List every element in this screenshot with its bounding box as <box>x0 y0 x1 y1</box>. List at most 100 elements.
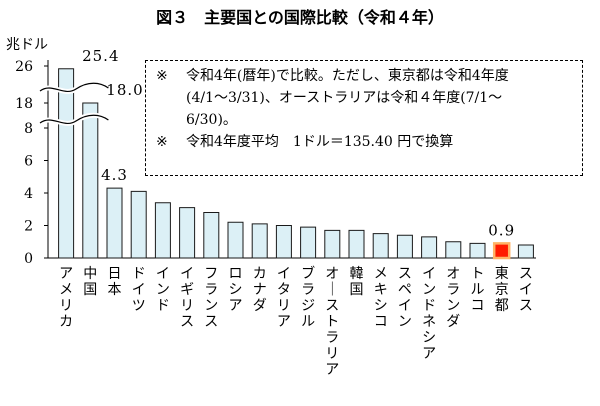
category-label-char: ン <box>398 314 412 330</box>
category-label-char: キ <box>374 282 388 298</box>
category-label-char: ン <box>204 298 218 314</box>
category-label-char: メ <box>59 282 73 298</box>
category-label-char: ロ <box>229 266 243 282</box>
category-label: スイス <box>519 266 533 314</box>
category-label-char: 中 <box>83 266 97 282</box>
category-label: オ｜ストラリア <box>325 266 339 378</box>
category-label-char: 国 <box>350 282 364 298</box>
category-label-char: ト <box>325 314 339 330</box>
category-label-char: 日 <box>108 266 122 282</box>
y-tick-label: 18 <box>15 96 33 112</box>
data-label: 0.9 <box>488 221 515 239</box>
category-label-char: シ <box>229 282 243 298</box>
category-label: インドネシア <box>422 266 436 362</box>
category-label: 東京都 <box>495 266 509 314</box>
category-label-char: ア <box>422 346 436 362</box>
category-label-char: ス <box>325 298 339 314</box>
bar <box>517 244 534 259</box>
bar <box>58 68 75 259</box>
category-label: インド <box>156 266 170 314</box>
category-label-char: 韓 <box>350 266 364 282</box>
axis-break-mark <box>39 82 109 93</box>
category-label-char: ス <box>519 298 533 314</box>
axis-break-mark <box>39 114 109 125</box>
category-label-char: ス <box>180 314 194 330</box>
category-label-char: 京 <box>495 282 509 298</box>
chart-title: 図３ 主要国との国際比較（令和４年） <box>156 8 444 27</box>
category-label-char: イ <box>422 266 436 282</box>
bar <box>130 190 147 259</box>
category-label-char: リ <box>277 298 291 314</box>
category-label-char: カ <box>253 266 267 282</box>
category-label-char: ブ <box>301 265 315 282</box>
y-tick-label: 8 <box>24 121 33 137</box>
category-label-char: リ <box>180 298 194 314</box>
category-label-char: ド <box>422 298 436 314</box>
category-label-char: イ <box>398 298 412 314</box>
category-label: トルコ <box>471 266 485 314</box>
bar <box>421 236 438 259</box>
category-label-char: イ <box>132 282 146 298</box>
note-2: ※ 令和4年度平均 1ドル＝135.40 円で換算 <box>156 131 574 153</box>
data-label: 25.4 <box>82 47 119 65</box>
bar <box>469 242 486 259</box>
y-tick-label: 26 <box>15 59 33 75</box>
category-label-char: シ <box>422 330 436 346</box>
bar <box>82 102 99 259</box>
category-label: ブラジル <box>301 265 315 330</box>
bar <box>348 229 365 259</box>
y-tick-label: 6 <box>24 154 33 170</box>
category-label-char: ｜ <box>325 282 339 298</box>
category-label: 日本 <box>108 266 122 298</box>
note-1-line-2: (4/1～3/31)、オーストラリアは令和４年度(7/1～ <box>186 90 503 106</box>
category-label-char: ル <box>301 314 315 330</box>
category-label-char: ダ <box>253 298 267 314</box>
category-label-char: ダ <box>446 314 460 330</box>
category-label-char: ス <box>204 314 218 330</box>
category-label-char: オ <box>325 266 339 282</box>
category-label: イギリス <box>180 266 194 330</box>
category-label-char: ア <box>325 362 339 378</box>
category-label-char: リ <box>59 298 73 314</box>
category-label-char: シ <box>374 298 388 314</box>
note-1-line-3: 6/30)。 <box>186 112 237 128</box>
category-label-char: ス <box>398 266 412 282</box>
bar <box>154 202 171 259</box>
category-label-char: 都 <box>495 298 509 314</box>
category-label: イタリア <box>277 266 291 330</box>
category-label: ドイツ <box>132 266 146 314</box>
category-label-char: リ <box>325 346 339 362</box>
y-tick-label: 2 <box>24 219 33 235</box>
data-label: 18.0 <box>106 81 143 99</box>
category-label-char: メ <box>374 266 388 282</box>
bar <box>227 221 244 259</box>
category-label-char: ラ <box>446 282 460 298</box>
category-label-char: ト <box>471 266 485 282</box>
category-label-char: ラ <box>325 330 339 346</box>
category-label: 中国 <box>83 266 97 298</box>
category-label-char: ラ <box>301 282 315 298</box>
note-2-mark: ※ <box>156 134 168 150</box>
category-label-char: イ <box>180 266 194 282</box>
category-label-char: ナ <box>253 282 267 298</box>
category-label-char: イ <box>156 266 170 282</box>
category-label-char: ジ <box>301 298 315 314</box>
category-label-char: ギ <box>180 282 194 298</box>
category-label-char: コ <box>374 314 388 330</box>
category-label-char: ラ <box>204 282 218 298</box>
y-tick-label: 0 <box>24 251 33 267</box>
category-label-char: 東 <box>495 266 509 282</box>
data-label: 4.3 <box>101 166 128 184</box>
bar <box>396 234 413 259</box>
bar <box>275 225 292 259</box>
y-axis-unit-label: 兆ドル <box>6 37 48 53</box>
category-label-char: オ <box>446 266 460 282</box>
category-label-char: カ <box>59 314 73 330</box>
category-label-char: ン <box>422 282 436 298</box>
bar <box>300 226 317 259</box>
category-label-char: フ <box>204 266 218 282</box>
category-label-char: イ <box>277 266 291 282</box>
category-label-char: ア <box>277 314 291 330</box>
category-label: ロシア <box>229 266 243 314</box>
